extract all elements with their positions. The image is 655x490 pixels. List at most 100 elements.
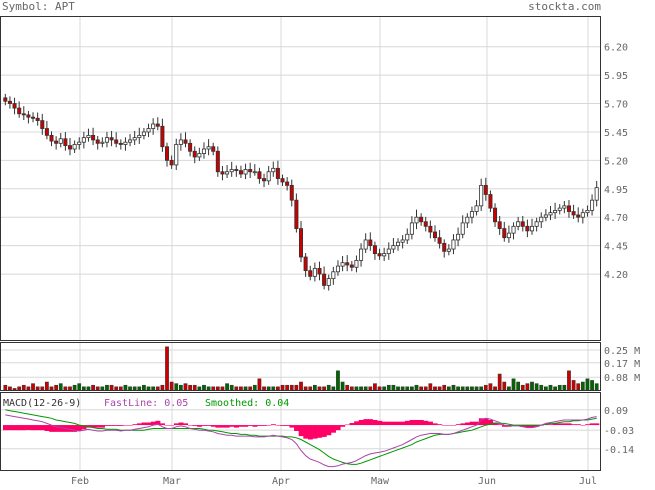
macd-histogram-bar xyxy=(150,421,156,426)
candle-body xyxy=(322,273,327,286)
macd-histogram-bar xyxy=(358,419,364,426)
candle-body xyxy=(95,139,100,144)
candle-body xyxy=(460,222,465,235)
price-tick-label: 5.20 xyxy=(604,156,628,167)
volume-bar xyxy=(271,386,276,391)
candle-body xyxy=(220,171,225,175)
volume-bar xyxy=(479,386,484,391)
macd-histogram-bar xyxy=(197,425,202,427)
candle-body xyxy=(211,146,216,152)
candle-body xyxy=(146,128,151,133)
volume-bar xyxy=(326,384,331,391)
macd-histogram-bar xyxy=(178,422,184,426)
candle-body xyxy=(137,134,142,139)
candle-body xyxy=(243,169,248,175)
macd-histogram-bar xyxy=(141,422,147,426)
volume-tick-label: 0.08 M xyxy=(604,373,640,384)
candle-body xyxy=(497,221,502,229)
macd-histogram-bar xyxy=(3,425,8,431)
x-tick-label: Maw xyxy=(371,476,390,486)
macd-histogram-bar xyxy=(326,425,332,436)
volume-bar xyxy=(465,386,470,391)
macd-histogram-bar xyxy=(303,425,309,439)
volume-bar xyxy=(174,383,179,391)
macd-histogram-bar xyxy=(164,425,170,426)
volume-bar xyxy=(179,384,183,391)
candle-body xyxy=(451,239,456,250)
macd-histogram-bar xyxy=(451,425,457,426)
volume-bar xyxy=(137,386,142,391)
volume-bar xyxy=(580,381,585,391)
volume-bar xyxy=(322,386,326,391)
candle-body xyxy=(382,253,387,257)
macd-histogram-bar xyxy=(49,425,55,432)
candle-body xyxy=(49,134,54,142)
volume-bar xyxy=(451,384,456,391)
candle-body xyxy=(44,128,49,136)
candle-body xyxy=(12,103,17,109)
volume-bar xyxy=(511,378,516,391)
macd-histogram-bar xyxy=(118,425,124,426)
macd-histogram-bar xyxy=(270,424,276,426)
volume-bar xyxy=(308,386,313,391)
candle-body xyxy=(488,194,493,209)
volume-bar xyxy=(86,386,91,391)
candle-body xyxy=(215,150,220,173)
volume-bar xyxy=(280,384,285,391)
price-tick-label: 4.70 xyxy=(604,213,628,224)
candle-body xyxy=(188,142,193,152)
candle-body xyxy=(340,262,345,267)
candle-body xyxy=(174,144,179,166)
candle-body xyxy=(141,131,146,136)
volume-bar xyxy=(45,381,49,391)
macd-fast-label: FastLine: 0.05 xyxy=(104,398,188,409)
macd-histogram-bar xyxy=(594,423,600,426)
price-tick-label: 4.20 xyxy=(604,270,628,281)
volume-bar xyxy=(197,386,202,391)
price-tick-label: 5.95 xyxy=(604,71,628,82)
macd-histogram-bar xyxy=(104,425,110,426)
volume-bar xyxy=(377,386,382,391)
grid-layer xyxy=(0,16,600,470)
macd-histogram-bar xyxy=(76,425,82,431)
candle-body xyxy=(275,167,280,179)
macd-histogram-bar xyxy=(386,421,392,426)
candle-body xyxy=(317,267,322,275)
macd-histogram-bar xyxy=(275,425,281,426)
candle-body xyxy=(525,225,530,232)
volume-bar xyxy=(400,386,405,391)
volume-bar xyxy=(557,384,562,391)
candle-body xyxy=(493,207,498,223)
volume-bar xyxy=(225,383,229,391)
candle-body xyxy=(169,159,174,166)
volume-bar xyxy=(114,386,119,391)
candle-body xyxy=(594,187,599,201)
macd-histogram-bar xyxy=(428,421,433,426)
macd-histogram-bar xyxy=(441,425,447,426)
candle-body xyxy=(534,221,539,227)
volume-bar xyxy=(31,383,35,391)
macd-histogram-bar xyxy=(109,425,115,426)
macd-tick-label: 0.09 xyxy=(604,406,628,417)
macd-fast-line xyxy=(5,414,597,468)
candle-body xyxy=(118,142,123,145)
macd-histogram-bar xyxy=(16,425,22,431)
macd-histogram-bar xyxy=(349,423,355,426)
macd-histogram-bar xyxy=(238,425,244,427)
candle-body xyxy=(557,207,562,211)
candle-body xyxy=(40,120,45,129)
macd-histogram-bar xyxy=(469,421,475,426)
candle-body xyxy=(229,169,234,173)
volume-bar xyxy=(354,386,359,391)
volume-bar xyxy=(340,381,345,391)
candle-body xyxy=(590,199,595,211)
candle-body xyxy=(437,237,442,244)
macd-histogram-bar xyxy=(455,424,461,426)
candle-body xyxy=(419,216,424,223)
macd-histogram-bar xyxy=(566,423,572,426)
volume-bar xyxy=(12,388,17,391)
candle-body xyxy=(201,148,206,154)
candle-body xyxy=(266,171,271,182)
volume-bar xyxy=(8,386,12,391)
volume-bar xyxy=(442,384,447,391)
